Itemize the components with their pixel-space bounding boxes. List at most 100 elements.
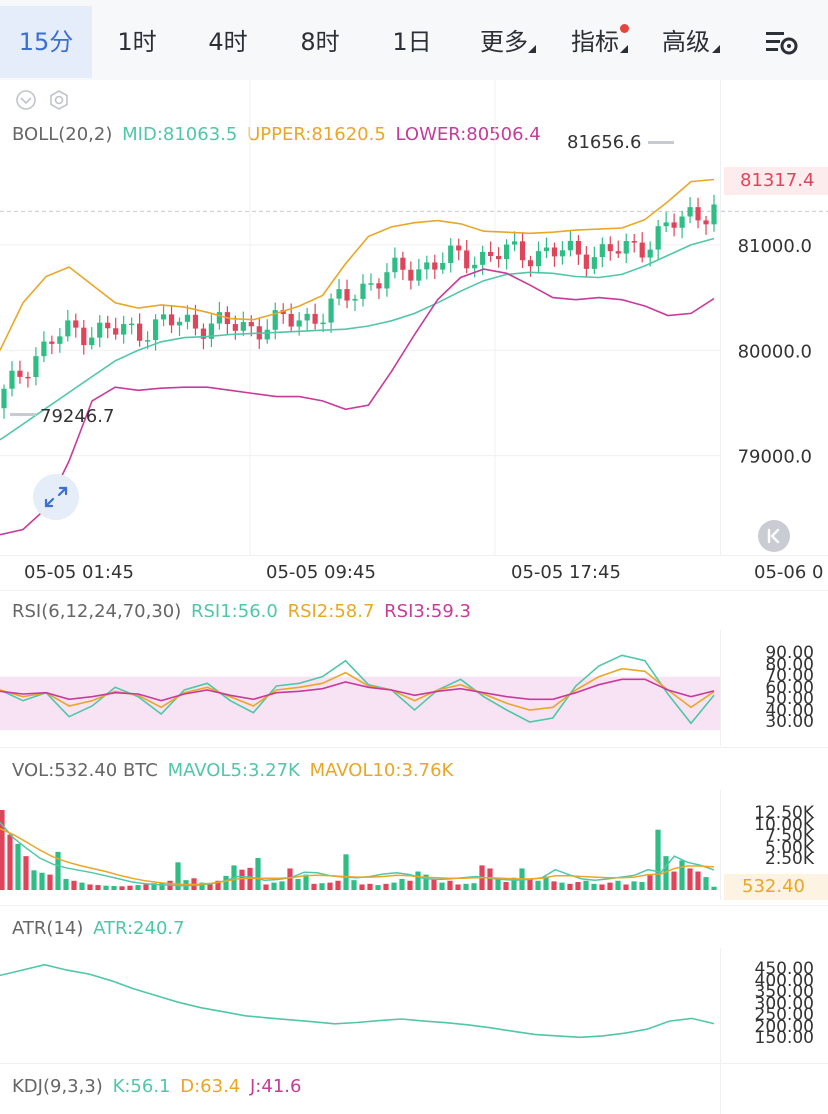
candle-up [679, 216, 685, 228]
jump-to-latest-button[interactable] [757, 519, 791, 553]
candle-up [9, 370, 15, 389]
tab-8h[interactable]: 8时 [300, 28, 340, 56]
candle-down [519, 241, 526, 261]
volume-bar [311, 883, 317, 890]
axis-tick-label: 350.00 [754, 982, 814, 1002]
candle-up [480, 251, 486, 265]
indicator-settings-icon[interactable] [47, 88, 71, 112]
candle-up [647, 249, 653, 258]
chart-settings-icon[interactable] [764, 28, 800, 58]
rsi-legend: RSI(6,12,24,70,30) RSI1:56.0 RSI2:58.7 R… [12, 601, 475, 622]
axis-tick-label: 12.50K [754, 803, 814, 823]
vol-last-value: 532.40 [742, 876, 805, 897]
axis-tick-label: 40.00 [765, 700, 814, 721]
candle-up [304, 313, 310, 321]
price-axis-label: 81000.0 [738, 236, 812, 257]
volume-bar [103, 885, 109, 890]
volume-bar [543, 876, 549, 890]
mavol10-value: MAVOL10:3.76K [309, 760, 454, 781]
candle-down [17, 370, 23, 377]
candle-up [535, 251, 542, 267]
axis-tick-label: 50.00 [765, 689, 814, 709]
boll-mid-line [0, 237, 715, 441]
boll-mid: MID:81063.5 [122, 124, 238, 145]
price-chart[interactable]: 81000.0 80000.0 79000.0 [0, 0, 828, 560]
volume-bar [55, 851, 61, 890]
axis-tick-label: 30.00 [765, 712, 814, 732]
candle-down [105, 322, 111, 329]
axis-tick-label: 7.50K [765, 826, 814, 846]
volume-bar [375, 885, 381, 890]
tab-15m[interactable]: 15分 [0, 6, 92, 78]
rsi2-value: RSI2:58.7 [287, 601, 375, 622]
candle-down [432, 262, 438, 270]
candle-down [137, 323, 143, 341]
candle-up [176, 321, 183, 326]
volume-bar [63, 878, 69, 890]
tab-4h[interactable]: 4时 [208, 28, 248, 56]
volume-bar [575, 882, 581, 890]
tab-advanced[interactable]: 高级 [662, 28, 710, 56]
volume-bar [367, 883, 373, 890]
candle-down [703, 220, 709, 225]
volume-bar [287, 868, 293, 890]
candle-up [208, 323, 215, 339]
atr-value: ATR:240.7 [93, 918, 185, 939]
volume-bar [647, 875, 653, 890]
axis-tick-label: 10.00K [754, 814, 814, 835]
volume-bar [95, 885, 101, 890]
candle-up [511, 241, 518, 245]
high-price-label: 81656.6 [567, 132, 642, 153]
candle-up [360, 283, 366, 299]
candle-up [440, 262, 446, 270]
candle-up [687, 207, 693, 217]
price-axis-divider [720, 80, 721, 555]
volume-bar [431, 878, 437, 890]
expand-chart-button[interactable] [32, 473, 80, 521]
boll-upper: UPPER:81620.5 [247, 124, 386, 145]
candle-up [296, 320, 302, 327]
collapse-chevron-icon[interactable] [14, 88, 38, 112]
volume-bar [127, 885, 133, 890]
volume-bar [223, 875, 229, 890]
candle-down [81, 327, 87, 346]
candle-down [400, 257, 406, 270]
volume-bar [159, 882, 165, 890]
candle-down [232, 324, 238, 331]
boll-lines [0, 178, 715, 536]
volume-bar [71, 880, 77, 890]
volume-bar [359, 884, 365, 890]
candle-up [416, 269, 422, 281]
atr-axis-divider [720, 948, 721, 1114]
candle-up [57, 336, 63, 344]
volume-bar [671, 871, 677, 890]
candle-up [216, 312, 222, 324]
rsi-chart [0, 654, 720, 730]
volume-bar [567, 883, 573, 890]
volume-bar [535, 880, 541, 890]
volume-bar [87, 884, 93, 890]
tab-indicators[interactable]: 指标 [571, 28, 619, 56]
candle-down [376, 283, 382, 289]
price-axis-label: 80000.0 [738, 341, 812, 362]
volume-bar [135, 885, 141, 890]
volume-bar [207, 883, 213, 890]
tab-more[interactable]: 更多 [480, 28, 528, 56]
advanced-dropdown-icon [712, 45, 720, 53]
axis-tick-label: 90.00 [765, 643, 814, 663]
candle-down [344, 289, 350, 301]
candle-down [695, 207, 701, 221]
tab-1d[interactable]: 1日 [392, 28, 432, 56]
candle-down [631, 241, 637, 243]
volume-bar [7, 834, 13, 890]
volume-bar [687, 868, 693, 890]
rsi-name: RSI(6,12,24,70,30) [12, 601, 182, 622]
tab-1h[interactable]: 1时 [117, 28, 157, 56]
boll-upper-line [0, 178, 715, 351]
candle-up [328, 298, 334, 323]
volume-bar [551, 881, 557, 890]
candle-down [464, 250, 470, 269]
volume-bar [495, 878, 501, 890]
last-price-value: 81317.4 [740, 170, 815, 191]
candle-up [264, 329, 270, 340]
